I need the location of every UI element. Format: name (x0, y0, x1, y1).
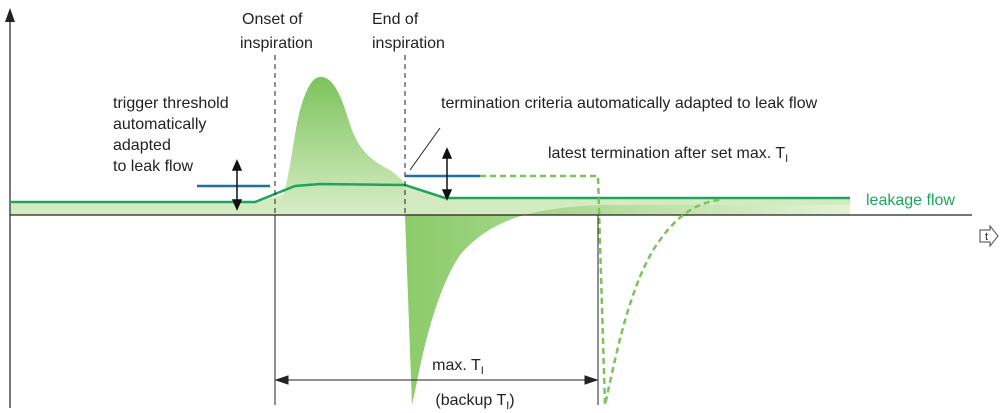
y-axis-arrow (5, 8, 15, 22)
backup-ti-end: ) (509, 392, 514, 409)
trigger-label: automatically (113, 116, 206, 133)
max-ti-text: max. T (432, 357, 481, 374)
trigger-label: adapted (113, 137, 171, 154)
onset-label: inspiration (240, 35, 313, 52)
trigger-label: trigger threshold (113, 95, 229, 112)
onset-label: Onset of (242, 11, 303, 28)
end-label: End of (372, 11, 419, 28)
termination-label: termination criteria automatically adapt… (441, 95, 818, 112)
latest-text: latest termination after set max. T (548, 145, 785, 162)
leakage-flow-line (10, 182, 850, 204)
expiration-trough (405, 205, 850, 405)
inspiration-peak (275, 76, 405, 215)
latest-label: latest termination after set max. TI (548, 145, 788, 165)
backup-ti-sub: I (506, 400, 509, 412)
max-ti-label: max. TI (432, 357, 484, 377)
time-label: t (985, 231, 988, 243)
trigger-label: to leak flow (113, 158, 193, 175)
latest-termination-curve (480, 174, 721, 406)
latest-sub: I (785, 153, 788, 165)
trigger-adjust-arrow (231, 159, 243, 211)
termination-adjust-arrow (441, 147, 453, 201)
max-ti-arrow (274, 375, 599, 385)
max-ti-sub: I (481, 365, 484, 377)
end-label: inspiration (372, 35, 445, 52)
leakage-label: leakage flow (866, 192, 955, 209)
backup-ti-text: (backup T (435, 392, 506, 409)
backup-ti-label: (backup TI) (435, 392, 514, 412)
termination-pointer (409, 127, 441, 171)
time-icon (979, 224, 999, 248)
